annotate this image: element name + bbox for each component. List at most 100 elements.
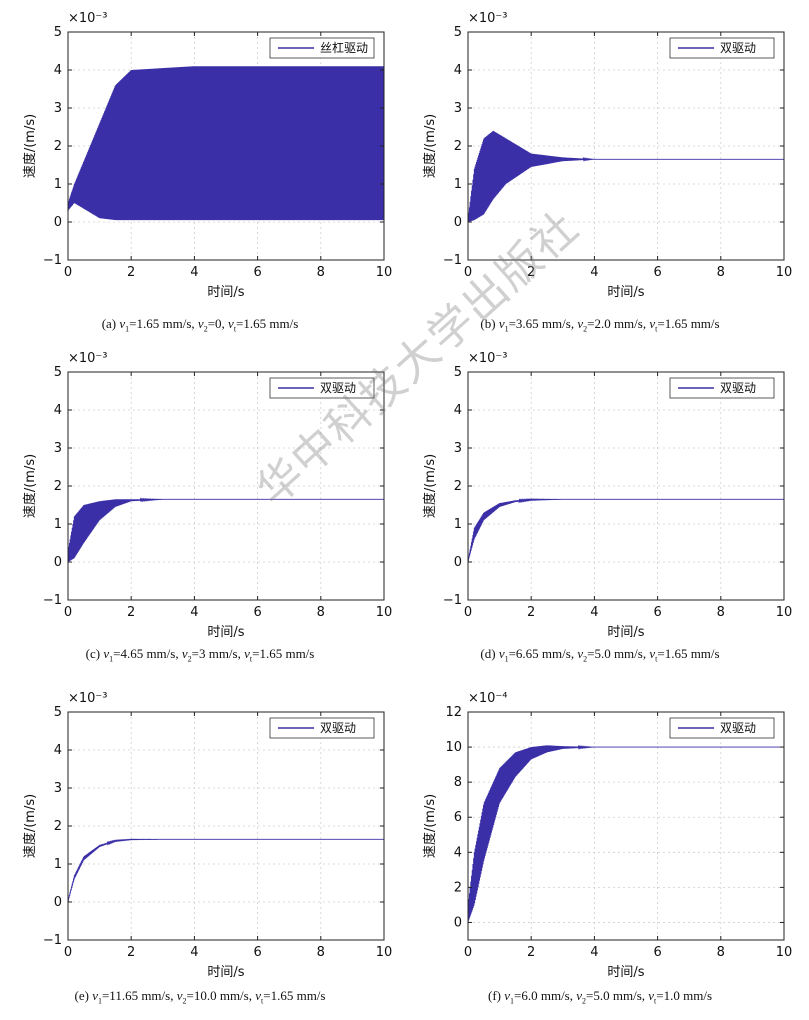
x-tick-label: 4 (590, 605, 598, 620)
caption-vt: =1.65 mm/s (252, 646, 315, 661)
x-axis-label: 时间/s (207, 965, 244, 980)
x-tick-label: 8 (717, 605, 725, 620)
x-tick-label: 4 (190, 265, 198, 280)
caption-letter: (b) (480, 316, 499, 331)
x-tick-label: 2 (127, 265, 135, 280)
y-axis-label: 速度/(m/s) (422, 454, 438, 518)
y-tick-label: 0 (454, 215, 462, 230)
y-axis-label: 速度/(m/s) (422, 114, 438, 178)
caption-v2: =0, (207, 316, 229, 331)
chart-panel-d: 0 2 4 6 8 10 −1 0 1 2 3 4 5 ×10⁻³ 时间/s 速度/(m/s) 双驱动 (d) … (400, 340, 800, 680)
y-tick-label: 4 (454, 63, 462, 78)
x-tick-label: 10 (376, 265, 393, 280)
x-tick-label: 2 (127, 945, 135, 960)
x-axis-label: 时间/s (607, 285, 644, 300)
legend-box (669, 377, 775, 399)
x-tick-label: 4 (590, 265, 598, 280)
x-tick-label: 2 (527, 945, 535, 960)
x-tick-label: 10 (776, 265, 793, 280)
caption-letter: (a) (101, 316, 120, 331)
y-tick-label: 5 (454, 25, 462, 40)
y-tick-label: 1 (54, 517, 62, 532)
caption-v2: =5.0 mm/s, (586, 988, 649, 1003)
axes-box (467, 711, 785, 941)
x-tick-label: 6 (653, 605, 661, 620)
y-tick-label: 0 (454, 915, 462, 930)
x-tick-label: 0 (64, 265, 72, 280)
y-tick-label: 4 (454, 845, 462, 860)
y-tick-label: 2 (454, 139, 462, 154)
x-tick-label: 8 (717, 265, 725, 280)
caption-letter: (f) (487, 988, 505, 1003)
y-tick-label: 2 (54, 819, 62, 834)
y-tick-label: 5 (54, 25, 62, 40)
caption-vt: =1.65 mm/s (236, 316, 299, 331)
x-tick-label: 8 (717, 945, 725, 960)
caption-v2: =5.0 mm/s, (587, 646, 650, 661)
x-tick-label: 10 (376, 605, 393, 620)
y-tick-label: 3 (54, 781, 62, 796)
legend-box (269, 377, 375, 399)
y-tick-label: 0 (54, 555, 62, 570)
y-tick-label: 8 (454, 775, 462, 790)
y-axis-label: 速度/(m/s) (22, 794, 38, 858)
chart-panel-e: 0 2 4 6 8 10 −1 0 1 2 3 4 5 ×10⁻³ 时间/s 速度/(m/s) 双驱动 (e) … (0, 680, 400, 1020)
x-tick-label: 2 (127, 605, 135, 620)
legend-box (269, 717, 375, 739)
y-axis-label: 速度/(m/s) (422, 794, 438, 858)
chart-svg-f: 0 2 4 6 8 10 0 2 4 6 8 10 12 ×10⁻⁴ 时间/s 速度/(m/s) 双驱动 (422, 691, 792, 980)
y-multiplier-label: ×10⁻³ (68, 691, 108, 706)
x-tick-label: 6 (253, 265, 261, 280)
x-tick-label: 4 (590, 945, 598, 960)
caption-v1: =1.65 mm/s, (129, 316, 198, 331)
caption-v1: =3.65 mm/s, (508, 316, 578, 331)
x-tick-label: 0 (464, 605, 472, 620)
caption-vt: =1.65 mm/s (657, 646, 720, 661)
series-line (467, 744, 784, 922)
caption-vt: =1.65 mm/s (263, 988, 326, 1003)
caption-letter: (c) (85, 646, 104, 661)
y-tick-label: 1 (54, 857, 62, 872)
legend-label: 双驱动 (320, 721, 356, 735)
y-tick-label: 12 (445, 705, 462, 720)
x-tick-label: 8 (317, 265, 325, 280)
y-tick-label: 1 (54, 177, 62, 192)
y-tick-label: 2 (54, 479, 62, 494)
x-tick-label: 4 (190, 605, 198, 620)
chart-panel-b: 0 2 4 6 8 10 −1 0 1 2 3 4 5 ×10⁻³ 时间/s 速度/(m/s) 双驱动 (b) … (400, 0, 800, 340)
y-tick-label: 5 (54, 365, 62, 380)
x-tick-label: 0 (464, 945, 472, 960)
y-tick-label: 3 (454, 441, 462, 456)
x-axis-label: 时间/s (607, 965, 644, 980)
x-tick-label: 6 (653, 265, 661, 280)
legend-label: 双驱动 (720, 41, 756, 55)
y-tick-label: 1 (454, 517, 462, 532)
x-axis-label: 时间/s (207, 285, 244, 300)
caption-e: (e) v1=11.65 mm/s, v2=10.0 mm/s, vt=1.65… (74, 988, 326, 1006)
caption-a: (a) v1=1.65 mm/s, v2=0, vt=1.65 mm/s (101, 316, 299, 334)
y-axis-label: 速度/(m/s) (22, 454, 38, 518)
caption-v2: =2.0 mm/s, (587, 316, 650, 331)
caption-v2: =10.0 mm/s, (186, 988, 256, 1003)
y-multiplier-label: ×10⁻³ (468, 351, 508, 366)
x-tick-label: 8 (317, 605, 325, 620)
caption-v2: =3 mm/s, (191, 646, 245, 661)
legend-label: 双驱动 (720, 721, 756, 735)
y-multiplier-label: ×10⁻³ (68, 351, 108, 366)
legend-box (669, 717, 775, 739)
series-line (67, 497, 384, 562)
y-tick-label: 4 (54, 63, 62, 78)
chart-panel-c: 0 2 4 6 8 10 −1 0 1 2 3 4 5 ×10⁻³ 时间/s 速度/(m/s) 双驱动 (c) … (0, 340, 400, 680)
y-tick-label: 5 (454, 365, 462, 380)
legend-label: 双驱动 (720, 381, 756, 395)
caption-d: (d) v1=6.65 mm/s, v2=5.0 mm/s, vt=1.65 m… (480, 646, 720, 664)
y-tick-label: 2 (454, 479, 462, 494)
legend-label: 双驱动 (320, 381, 356, 395)
series-line (67, 838, 384, 903)
plot-area (468, 372, 784, 600)
x-tick-label: 0 (64, 945, 72, 960)
legend-label: 丝杠驱动 (320, 40, 368, 55)
